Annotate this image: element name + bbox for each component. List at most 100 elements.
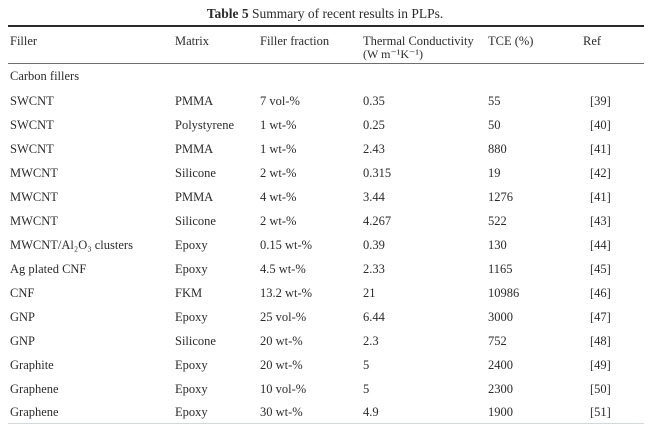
cell-filler: SWCNT	[10, 141, 54, 156]
table-body: Carbon fillers SWCNT PMMA 7 vol-% 0.35 55 [39…	[8, 63, 644, 423]
col-header-thermal-conductivity-unit: (W m⁻¹K⁻¹)	[363, 47, 423, 62]
table-caption-text: Summary of recent results in PLPs.	[248, 6, 444, 21]
cell-ref: [41]	[590, 189, 611, 204]
col-header-filler: Filler	[10, 34, 38, 48]
header-row: Filler Matrix Filler fraction Thermal Co…	[8, 26, 644, 63]
cell-ref: [44]	[590, 237, 611, 252]
cell-fraction: 20 wt-%	[260, 333, 303, 348]
cell-tce: 50	[488, 117, 501, 132]
cell-ref: [51]	[590, 405, 611, 419]
cell-thermal-conductivity: 5	[363, 357, 370, 372]
cell-ref: [49]	[590, 357, 611, 372]
cell-ref: [48]	[590, 333, 611, 348]
cell-fraction: 1 wt-%	[260, 117, 297, 132]
cell-ref: [46]	[590, 285, 611, 300]
cell-thermal-conductivity: 3.44	[363, 189, 385, 204]
table-row: SWCNT PMMA 7 vol-% 0.35 55 [39]	[8, 87, 644, 111]
cell-ref: [40]	[590, 117, 611, 132]
cell-filler: MWCNT	[10, 189, 58, 204]
cell-matrix: Polystyrene	[175, 117, 235, 132]
table-caption: Table 5 Summary of recent results in PLP…	[0, 0, 650, 25]
cell-ref: [39]	[590, 93, 611, 108]
cell-filler: MWCNT	[10, 213, 58, 228]
cell-tce: 752	[488, 333, 507, 348]
cell-tce: 1900	[488, 405, 513, 419]
cell-thermal-conductivity: 2.3	[363, 333, 379, 348]
table-row: Ag plated CNF Epoxy 4.5 wt-% 2.33 1165 [45]	[8, 255, 644, 279]
cell-thermal-conductivity: 2.43	[363, 141, 385, 156]
table-row: Graphite Epoxy 20 wt-% 5 2400 [49]	[8, 351, 644, 375]
table-row: SWCNT Polystyrene 1 wt-% 0.25 50 [40]	[8, 111, 644, 135]
cell-fraction: 0.15 wt-%	[260, 237, 313, 252]
cell-tce: 19	[488, 165, 501, 180]
table-caption-label: Table 5	[206, 6, 249, 21]
cell-tce: 55	[488, 93, 501, 108]
cell-filler: Ag plated CNF	[10, 261, 87, 276]
table-row: MWCNT PMMA 4 wt-% 3.44 1276 [41]	[8, 183, 644, 207]
cell-filler: GNP	[10, 309, 36, 324]
cell-thermal-conductivity: 21	[363, 285, 376, 300]
table-row: CNF FKM 13.2 wt-% 21 10986 [46]	[8, 279, 644, 303]
cell-matrix: Silicone	[175, 165, 216, 180]
cell-thermal-conductivity: 4.267	[363, 213, 392, 228]
table-row: SWCNT PMMA 1 wt-% 2.43 880 [41]	[8, 135, 644, 159]
cell-tce: 130	[488, 237, 507, 252]
cell-fraction: 13.2 wt-%	[260, 285, 313, 300]
table-row: Graphene Epoxy 10 vol-% 5 2300 [50]	[8, 375, 644, 399]
cell-thermal-conductivity: 6.44	[363, 309, 385, 324]
section-label: Carbon fillers	[10, 68, 80, 83]
cell-tce: 3000	[488, 309, 513, 324]
cell-fraction: 20 wt-%	[260, 357, 303, 372]
cell-matrix: Silicone	[175, 213, 216, 228]
section-row: Carbon fillers	[8, 63, 644, 87]
cell-matrix: Epoxy	[175, 261, 208, 276]
cell-filler: MWCNT	[10, 165, 58, 180]
cell-tce: 1165	[488, 261, 513, 276]
cell-matrix: PMMA	[175, 93, 214, 108]
cell-thermal-conductivity: 0.35	[363, 93, 385, 108]
cell-tce: 2400	[488, 357, 513, 372]
cell-filler: SWCNT	[10, 117, 54, 132]
cell-ref: [47]	[590, 309, 611, 324]
cell-filler: CNF	[10, 285, 35, 300]
cell-ref: [45]	[590, 261, 611, 276]
cell-fraction: 4.5 wt-%	[260, 261, 306, 276]
table-row: Graphene Epoxy 30 wt-% 4.9 1900 [51]	[8, 399, 644, 423]
cell-matrix: Epoxy	[175, 405, 208, 419]
cell-ref: [42]	[590, 165, 611, 180]
cell-tce: 10986	[488, 285, 520, 300]
table-row: MWCNT/Al₂O₃ clusters Epoxy 0.15 wt-% 0.39 13…	[8, 231, 644, 255]
cell-fraction: 25 vol-%	[260, 309, 307, 324]
cell-fraction: 7 vol-%	[260, 93, 300, 108]
cell-ref: [43]	[590, 213, 611, 228]
cell-filler: Graphene	[10, 381, 59, 396]
table-row: MWCNT Silicone 2 wt-% 4.267 522 [43]	[8, 207, 644, 231]
cell-tce: 1276	[488, 189, 513, 204]
col-header-ref: Ref	[583, 34, 602, 48]
cell-tce: 880	[488, 141, 507, 156]
cell-ref: [50]	[590, 381, 611, 396]
cell-matrix: Epoxy	[175, 237, 208, 252]
col-header-filler-fraction: Filler fraction	[260, 34, 330, 48]
cell-matrix: Epoxy	[175, 309, 208, 324]
col-header-thermal-conductivity: Thermal Conductivity (W m⁻¹K⁻¹)	[363, 26, 488, 63]
results-table: Filler Matrix Filler fraction Thermal Co…	[8, 25, 644, 424]
col-header-thermal-conductivity-title: Thermal Conductivity	[363, 34, 474, 48]
cell-fraction: 30 wt-%	[260, 405, 303, 419]
cell-thermal-conductivity: 0.315	[363, 165, 392, 180]
cell-filler: Graphene	[10, 405, 59, 419]
cell-filler: Graphite	[10, 357, 54, 372]
cell-thermal-conductivity: 5	[363, 381, 370, 396]
cell-fraction: 1 wt-%	[260, 141, 297, 156]
col-header-matrix: Matrix	[175, 34, 210, 48]
cell-matrix: Silicone	[175, 333, 216, 348]
cell-fraction: 2 wt-%	[260, 213, 297, 228]
cell-filler: GNP	[10, 333, 36, 348]
cell-matrix: PMMA	[175, 189, 214, 204]
cell-fraction: 4 wt-%	[260, 189, 297, 204]
cell-matrix: Epoxy	[175, 381, 208, 396]
cell-filler: SWCNT	[10, 93, 54, 108]
cell-fraction: 10 vol-%	[260, 381, 307, 396]
table-row: GNP Silicone 20 wt-% 2.3 752 [48]	[8, 327, 644, 351]
